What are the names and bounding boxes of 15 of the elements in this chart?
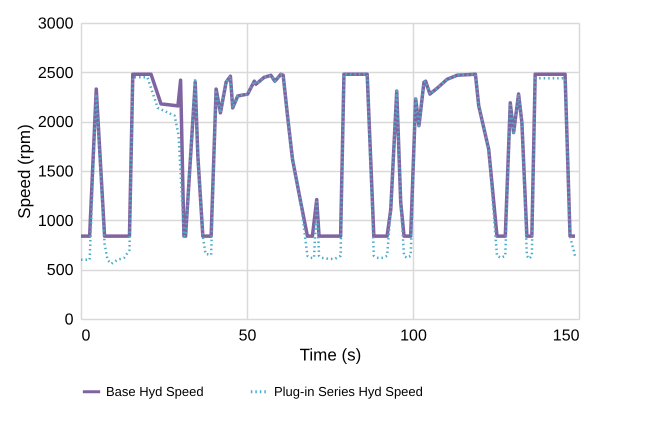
x-axis-title: Time (s) bbox=[300, 346, 362, 364]
y-tick-label: 500 bbox=[46, 262, 74, 280]
x-tick-label: 0 bbox=[82, 328, 90, 344]
y-tick-label: 0 bbox=[64, 312, 74, 328]
y-tick-label: 3000 bbox=[38, 16, 74, 32]
y-tick-label: 2500 bbox=[38, 64, 74, 82]
x-tick-label: 50 bbox=[238, 328, 256, 344]
y-tick-label: 1500 bbox=[38, 164, 74, 180]
legend-label: Plug-in Series Hyd Speed bbox=[274, 384, 423, 399]
y-tick-label: 2000 bbox=[38, 114, 74, 132]
y-axis-title: Speed (rpm) bbox=[14, 124, 34, 219]
legend-label: Base Hyd Speed bbox=[106, 384, 204, 399]
y-tick-label: 1000 bbox=[38, 212, 74, 230]
x-tick-label: 100 bbox=[400, 328, 427, 344]
x-tick-label: 150 bbox=[552, 328, 580, 344]
